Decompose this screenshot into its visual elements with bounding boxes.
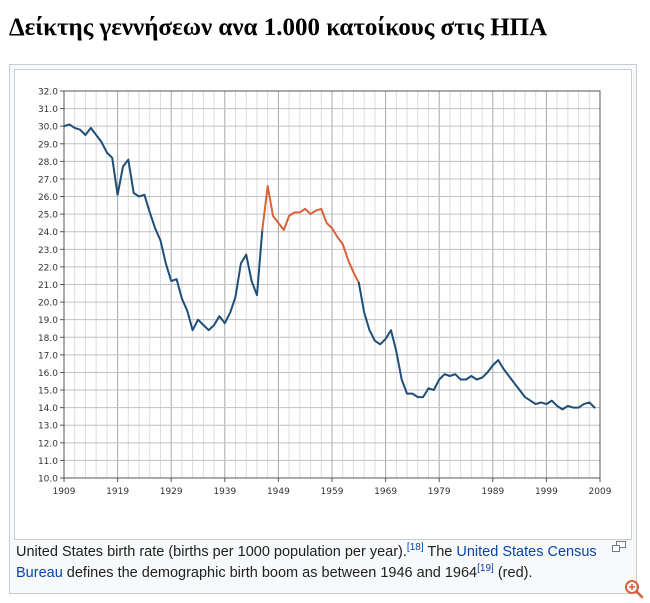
figure-box: 10.0 11.0 12.0 13.0 14.0 15.0 16.0 17.0 18.0 19.0… — [9, 64, 637, 594]
x-tick-label: 1999 — [535, 487, 558, 497]
y-tick-label: 23.0 — [38, 246, 58, 256]
y-tick-label: 12.0 — [38, 439, 58, 449]
caption-text-4: (red). — [493, 565, 533, 581]
birth-rate-chart: 10.0 11.0 12.0 13.0 14.0 15.0 16.0 17.0 18.0 19.0… — [38, 88, 612, 498]
caption-text-1: United States birth rate (births per 100… — [16, 544, 407, 560]
x-tick-label: 2009 — [589, 487, 612, 497]
y-tick-label: 24.0 — [38, 228, 58, 238]
reference-18-link[interactable]: [18] — [406, 542, 424, 554]
y-tick-label: 29.0 — [38, 140, 58, 150]
census-bureau-link[interactable]: United States Census Bureau — [16, 544, 597, 581]
series-line-1 — [261, 185, 360, 284]
series-line-2 — [357, 281, 596, 411]
enlarge-icon[interactable] — [612, 541, 626, 552]
x-tick-label: 1909 — [53, 487, 76, 497]
x-tick-label: 1949 — [267, 487, 290, 497]
y-tick-label: 27.0 — [38, 175, 58, 185]
y-tick-label: 26.0 — [38, 193, 58, 203]
y-tick-label: 32.0 — [38, 88, 58, 98]
x-tick-label: 1969 — [374, 487, 397, 497]
y-tick-label: 30.0 — [38, 123, 58, 133]
y-tick-label: 18.0 — [38, 334, 58, 344]
x-tick-label: 1939 — [213, 487, 236, 497]
page-title: Δείκτης γεννήσεων ανα 1.000 κατοίκους στ… — [9, 14, 548, 41]
y-tick-label: 16.0 — [38, 369, 58, 379]
figure-caption: United States birth rate (births per 100… — [16, 542, 616, 584]
y-tick-label: 17.0 — [38, 351, 58, 361]
caption-text-2: The — [423, 544, 457, 560]
axis-layer: 10.0 11.0 12.0 13.0 14.0 15.0 16.0 17.0 18.0 19.0… — [38, 88, 612, 498]
y-tick-label: 22.0 — [38, 263, 58, 273]
y-tick-label: 14.0 — [38, 404, 58, 414]
chart-wrap: 10.0 11.0 12.0 13.0 14.0 15.0 16.0 17.0 18.0 19.0… — [14, 69, 632, 540]
y-tick-label: 31.0 — [38, 105, 58, 115]
x-tick-label: 1919 — [106, 487, 129, 497]
y-tick-label: 11.0 — [38, 457, 58, 467]
x-tick-label: 1979 — [428, 487, 451, 497]
x-tick-label: 1989 — [481, 487, 504, 497]
y-tick-label: 13.0 — [38, 422, 58, 432]
y-tick-label: 19.0 — [38, 316, 58, 326]
caption-text-3: defines the demographic birth boom as be… — [62, 565, 478, 581]
grid-layer — [63, 90, 601, 479]
y-tick-label: 28.0 — [38, 158, 58, 168]
x-tick-label: 1929 — [160, 487, 183, 497]
reference-19-link[interactable]: [19] — [477, 563, 494, 575]
zoom-in-icon[interactable] — [624, 579, 644, 599]
series-layer — [63, 123, 596, 411]
y-tick-label: 10.0 — [38, 475, 58, 485]
y-tick-label: 21.0 — [38, 281, 58, 291]
y-tick-label: 25.0 — [38, 211, 58, 221]
series-line-0 — [63, 123, 264, 332]
y-tick-label: 20.0 — [38, 299, 58, 309]
y-tick-label: 15.0 — [38, 387, 58, 397]
x-tick-label: 1959 — [321, 487, 344, 497]
